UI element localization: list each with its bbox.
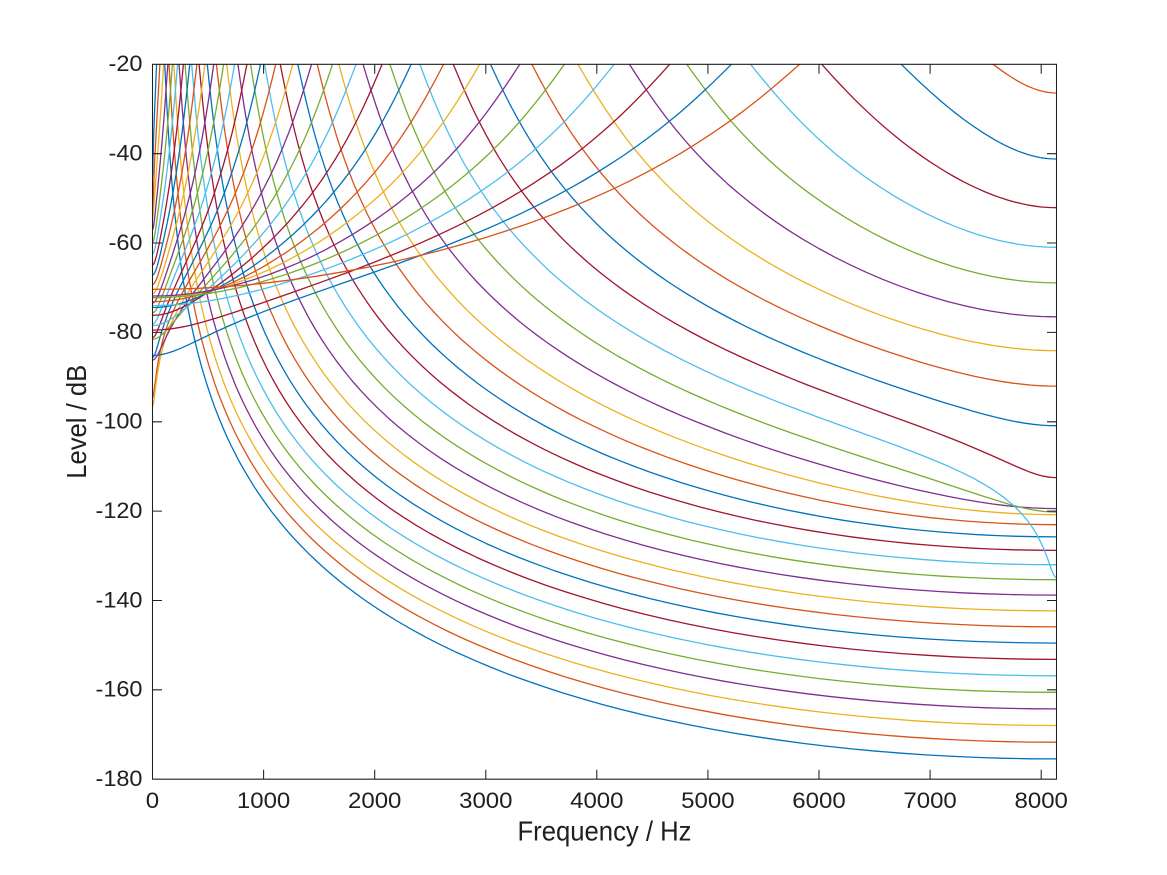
svg-text:-140: -140 (96, 587, 143, 612)
svg-text:1000: 1000 (237, 788, 290, 813)
svg-text:-60: -60 (109, 230, 143, 255)
svg-text:-160: -160 (96, 677, 143, 702)
svg-text:0: 0 (146, 788, 159, 813)
svg-text:3000: 3000 (459, 788, 512, 813)
svg-text:-180: -180 (96, 766, 143, 791)
svg-text:-80: -80 (109, 319, 143, 344)
svg-text:Frequency / Hz: Frequency / Hz (518, 816, 692, 847)
svg-text:7000: 7000 (903, 788, 956, 813)
svg-text:-100: -100 (96, 409, 143, 434)
svg-text:6000: 6000 (792, 788, 845, 813)
svg-text:2000: 2000 (348, 788, 401, 813)
svg-text:-120: -120 (96, 498, 143, 523)
svg-text:5000: 5000 (681, 788, 734, 813)
svg-text:4000: 4000 (570, 788, 623, 813)
svg-text:-20: -20 (109, 51, 143, 76)
svg-text:-40: -40 (109, 141, 143, 166)
svg-text:8000: 8000 (1015, 788, 1068, 813)
svg-text:Level / dB: Level / dB (61, 365, 92, 479)
